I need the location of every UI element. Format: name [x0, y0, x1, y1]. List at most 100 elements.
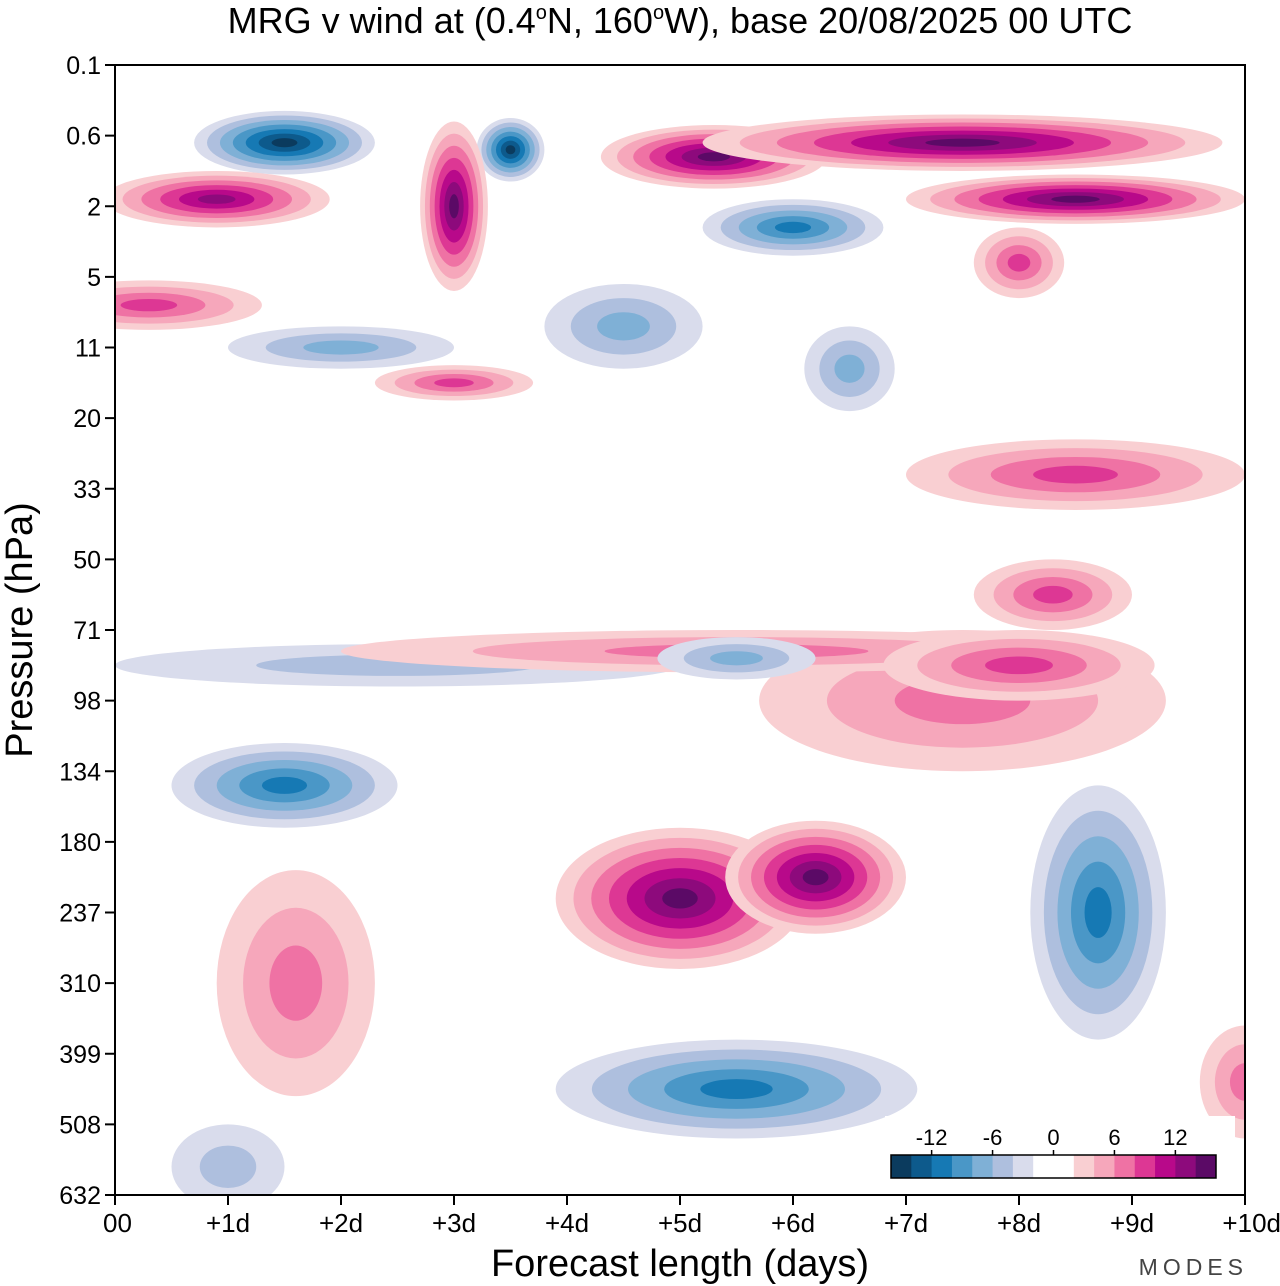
- x-tick-label: +1d: [206, 1208, 250, 1238]
- colorbar-labels: -12 -6 0 6 12: [916, 1125, 1188, 1155]
- positive-wind-contour: [702, 114, 1223, 171]
- y-axis-label: Pressure (hPa): [0, 502, 41, 758]
- contour-band: [1084, 887, 1112, 938]
- contour-band: [261, 776, 308, 794]
- positive-wind-contour: [216, 870, 375, 1097]
- x-tick-label: 00: [103, 1208, 132, 1238]
- x-tick-label: +8d: [997, 1208, 1041, 1238]
- contour-band: [834, 354, 865, 383]
- y-tick-label: 134: [59, 758, 101, 786]
- colorbar-swatch: [911, 1155, 933, 1178]
- negative-wind-contour: [555, 1039, 918, 1139]
- colorbar-label: 12: [1163, 1125, 1187, 1150]
- positive-wind-contour: [906, 174, 1245, 224]
- positive-wind-contour: [725, 820, 906, 934]
- colorbar-swatch: [931, 1155, 953, 1178]
- colorbar-swatch: [951, 1155, 973, 1178]
- colorbar-swatch: [1114, 1155, 1136, 1178]
- x-tick-label: +5d: [658, 1208, 702, 1238]
- colorbar-swatch: [1033, 1155, 1054, 1178]
- contour-band: [985, 656, 1053, 675]
- colorbar-swatch: [1134, 1155, 1156, 1178]
- chart-title: MRG v wind at (0.4oN, 160oW), base 20/08…: [228, 0, 1133, 41]
- x-tick-label: +7d: [884, 1208, 928, 1238]
- positive-wind-contour: [1199, 1025, 1245, 1139]
- contour-band: [1229, 1063, 1245, 1101]
- x-tick-label: +10d: [1222, 1208, 1280, 1238]
- negative-wind-contour: [171, 743, 398, 828]
- y-tick-label: 632: [59, 1182, 101, 1210]
- contour-band: [120, 298, 178, 312]
- colorbar-swatch: [1094, 1155, 1115, 1178]
- title-suffix: W), base 20/08/2025 00 UTC: [664, 0, 1132, 41]
- negative-wind-contour: [804, 326, 895, 412]
- y-tick-label: 71: [73, 617, 101, 645]
- y-tick-label: 11: [75, 335, 101, 363]
- positive-wind-contour: [420, 121, 488, 291]
- y-tick-label: 33: [73, 476, 101, 504]
- contour-field: [115, 110, 1245, 1195]
- positive-wind-contour: [906, 439, 1245, 510]
- y-tick-label: 20: [73, 405, 101, 433]
- x-tick-label: +3d: [432, 1208, 476, 1238]
- modes-watermark: MODES: [1139, 1254, 1248, 1280]
- y-tick-label: 310: [59, 970, 101, 998]
- title-degree-2: o: [653, 2, 664, 24]
- y-tick-label: 0.6: [66, 123, 101, 151]
- contour-band: [802, 869, 829, 886]
- colorbar-swatch: [1175, 1155, 1197, 1178]
- contour-band: [303, 340, 379, 355]
- contour-band: [449, 194, 459, 219]
- y-tick-label: 2: [87, 193, 101, 221]
- contour-band: [597, 312, 650, 341]
- colorbar-swatches: [891, 1155, 1217, 1178]
- positive-wind-contour: [115, 170, 330, 228]
- y-tick-label: 508: [59, 1111, 101, 1139]
- x-tick-label: +6d: [771, 1208, 815, 1238]
- negative-wind-contour: [228, 326, 454, 369]
- title-prefix: MRG v wind at (0.4: [228, 0, 536, 41]
- contour-band: [271, 138, 298, 148]
- contour-band: [710, 651, 763, 666]
- contour-band: [700, 1079, 773, 1099]
- colorbar-label: 0: [1047, 1125, 1059, 1150]
- y-tick-label: 5: [87, 264, 101, 292]
- colorbar-label: -12: [916, 1125, 948, 1150]
- title-degree-1: o: [536, 2, 547, 24]
- negative-wind-contour: [544, 283, 703, 369]
- colorbar-swatch: [1195, 1155, 1217, 1178]
- negative-wind-contour: [702, 199, 884, 256]
- colorbar-label: 6: [1108, 1125, 1120, 1150]
- positive-wind-contour: [374, 365, 534, 401]
- positive-wind-contour: [973, 559, 1132, 630]
- negative-wind-contour: [1030, 785, 1166, 1040]
- positive-wind-contour: [973, 227, 1065, 299]
- x-tick-label: +2d: [319, 1208, 363, 1238]
- contour-band: [1033, 465, 1118, 484]
- contour-band: [1007, 253, 1031, 272]
- colorbar-swatch: [1155, 1155, 1176, 1178]
- negative-wind-contour: [657, 637, 816, 680]
- colorbar-swatch: [1012, 1155, 1034, 1178]
- colorbar-swatch: [891, 1155, 912, 1178]
- colorbar-swatch: [972, 1155, 994, 1178]
- contour-band: [925, 138, 1000, 147]
- y-tick-label: 237: [59, 900, 101, 928]
- contour-band: [269, 945, 323, 1021]
- contour-band: [1051, 195, 1100, 203]
- title-middle: N, 160: [547, 0, 653, 41]
- y-tick-label: 399: [59, 1041, 101, 1069]
- y-tick-label: 0.1: [66, 52, 101, 80]
- y-tick-label: 180: [59, 829, 101, 857]
- x-tick-label: +4d: [545, 1208, 589, 1238]
- contour-band: [505, 145, 516, 155]
- x-axis-label: Forecast length (days): [491, 1243, 869, 1285]
- contour-band: [199, 1145, 257, 1188]
- colorbar-swatch: [992, 1155, 1014, 1178]
- negative-wind-contour: [194, 110, 375, 175]
- colorbar-legend: -12 -6 0 6 12: [885, 1116, 1235, 1190]
- colorbar-swatch: [1073, 1155, 1095, 1178]
- y-tick-label: 98: [73, 688, 101, 716]
- colorbar-swatch: [1053, 1155, 1075, 1178]
